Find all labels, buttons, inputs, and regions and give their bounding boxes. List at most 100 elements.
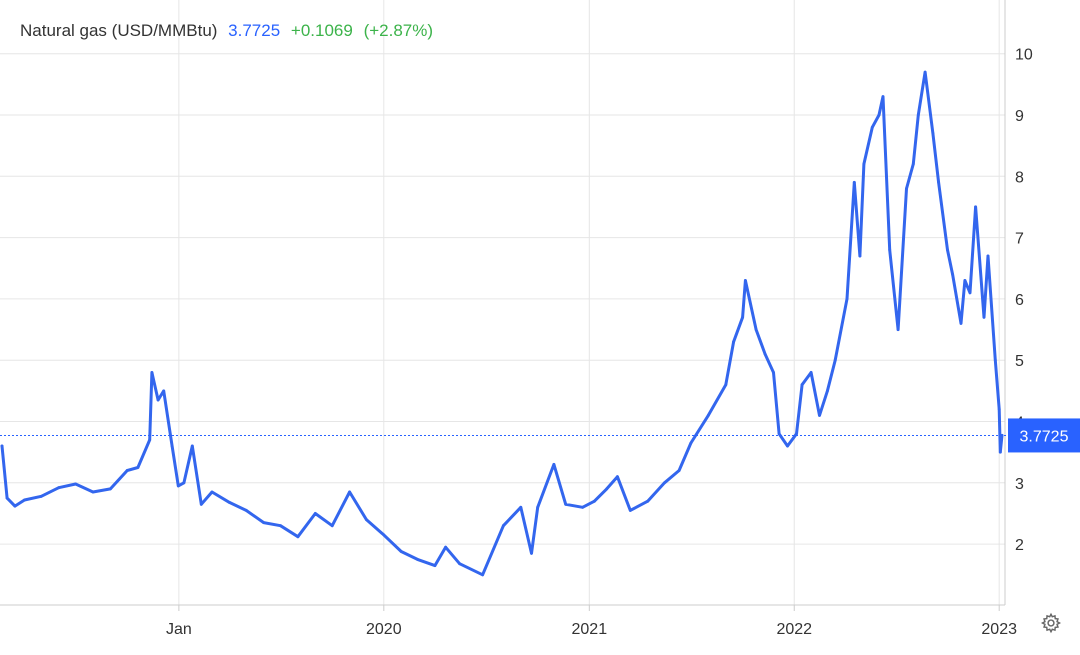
data-point — [809, 371, 813, 374]
y-tick-label: 3 — [1015, 476, 1024, 493]
data-point — [795, 432, 798, 436]
data-point — [877, 113, 881, 117]
data-point — [646, 499, 650, 503]
data-point — [5, 496, 9, 500]
data-point — [199, 502, 203, 506]
data-point — [162, 389, 166, 393]
data-point — [845, 297, 849, 301]
data-point — [689, 441, 693, 445]
data-point — [416, 558, 419, 561]
data-point — [744, 279, 747, 282]
data-point — [997, 407, 1001, 411]
data-point — [148, 438, 152, 442]
x-tick-label: 2020 — [366, 621, 402, 638]
data-point — [605, 487, 609, 491]
data-point — [39, 494, 43, 498]
data-point — [136, 466, 140, 469]
y-tick-label: 9 — [1015, 108, 1024, 125]
data-point — [519, 505, 523, 509]
data-point — [993, 358, 997, 362]
data-point — [458, 562, 461, 566]
gear-icon[interactable] — [1040, 612, 1062, 634]
data-point — [663, 481, 666, 485]
data-point — [951, 273, 954, 276]
data-point — [564, 502, 568, 506]
data-point — [502, 524, 505, 528]
data-point — [881, 95, 885, 98]
data-point — [330, 524, 334, 528]
data-point — [125, 469, 129, 472]
data-point — [974, 205, 977, 209]
y-tick-label: 7 — [1015, 231, 1024, 248]
data-point — [826, 389, 829, 393]
y-tick-label: 5 — [1015, 353, 1024, 370]
data-point — [833, 358, 837, 362]
data-point — [628, 509, 632, 512]
data-point — [911, 162, 915, 166]
data-point — [763, 352, 767, 356]
last-price-label: 3.7725 — [1020, 428, 1069, 445]
data-point — [262, 521, 266, 524]
data-point — [916, 113, 920, 117]
data-point — [998, 450, 1002, 454]
x-tick-label: Jan — [166, 621, 192, 638]
data-point — [870, 125, 874, 129]
data-point — [0, 444, 4, 448]
data-point — [593, 499, 596, 503]
data-point — [536, 505, 540, 509]
data-point — [156, 398, 160, 402]
price-change-percent: (+2.87%) — [363, 21, 434, 40]
data-point — [896, 328, 900, 331]
data-point — [150, 371, 154, 374]
data-point — [754, 328, 758, 331]
data-point — [982, 315, 986, 319]
data-point — [800, 383, 804, 387]
data-point — [433, 564, 437, 567]
data-point — [348, 490, 351, 494]
data-point — [190, 444, 194, 448]
data-point — [858, 254, 862, 258]
data-point — [777, 432, 781, 436]
data-point — [959, 322, 963, 325]
data-point — [399, 550, 403, 553]
data-point — [210, 490, 214, 494]
data-point — [296, 535, 300, 539]
chart-series — [0, 70, 1004, 577]
data-point — [74, 482, 77, 486]
data-point — [852, 181, 856, 184]
data-point — [986, 254, 990, 258]
x-tick-label: 2021 — [572, 621, 608, 638]
data-point — [818, 414, 821, 417]
data-point — [946, 248, 949, 252]
x-tick-label: 2023 — [981, 621, 1017, 638]
data-point — [923, 70, 927, 74]
chart-grid — [0, 0, 1005, 605]
data-point — [888, 248, 892, 252]
data-point — [182, 481, 186, 485]
y-tick-label: 10 — [1015, 47, 1033, 64]
data-point — [616, 475, 619, 479]
data-point — [581, 505, 584, 509]
data-point — [677, 469, 681, 472]
chart-header: Natural gas (USD/MMBtu) 3.7725 +0.1069 (… — [20, 21, 439, 41]
instrument-price: 3.7725 — [228, 21, 281, 40]
data-point — [444, 545, 447, 549]
y-tick-label: 6 — [1015, 292, 1024, 309]
last-price-badge — [1008, 418, 1080, 453]
data-point — [57, 486, 61, 490]
data-point — [23, 498, 26, 502]
data-point — [365, 518, 368, 521]
data-point — [244, 509, 248, 512]
data-point — [530, 551, 533, 555]
data-point — [279, 524, 282, 528]
price-change: +0.1069 — [290, 21, 353, 40]
data-point — [724, 383, 728, 387]
data-point — [552, 463, 556, 466]
series-line — [0, 70, 1004, 577]
y-tick-label: 8 — [1015, 169, 1024, 186]
data-point — [937, 181, 940, 184]
y-tick-label: 2 — [1015, 537, 1024, 554]
data-point — [786, 444, 789, 448]
data-point — [481, 573, 484, 577]
